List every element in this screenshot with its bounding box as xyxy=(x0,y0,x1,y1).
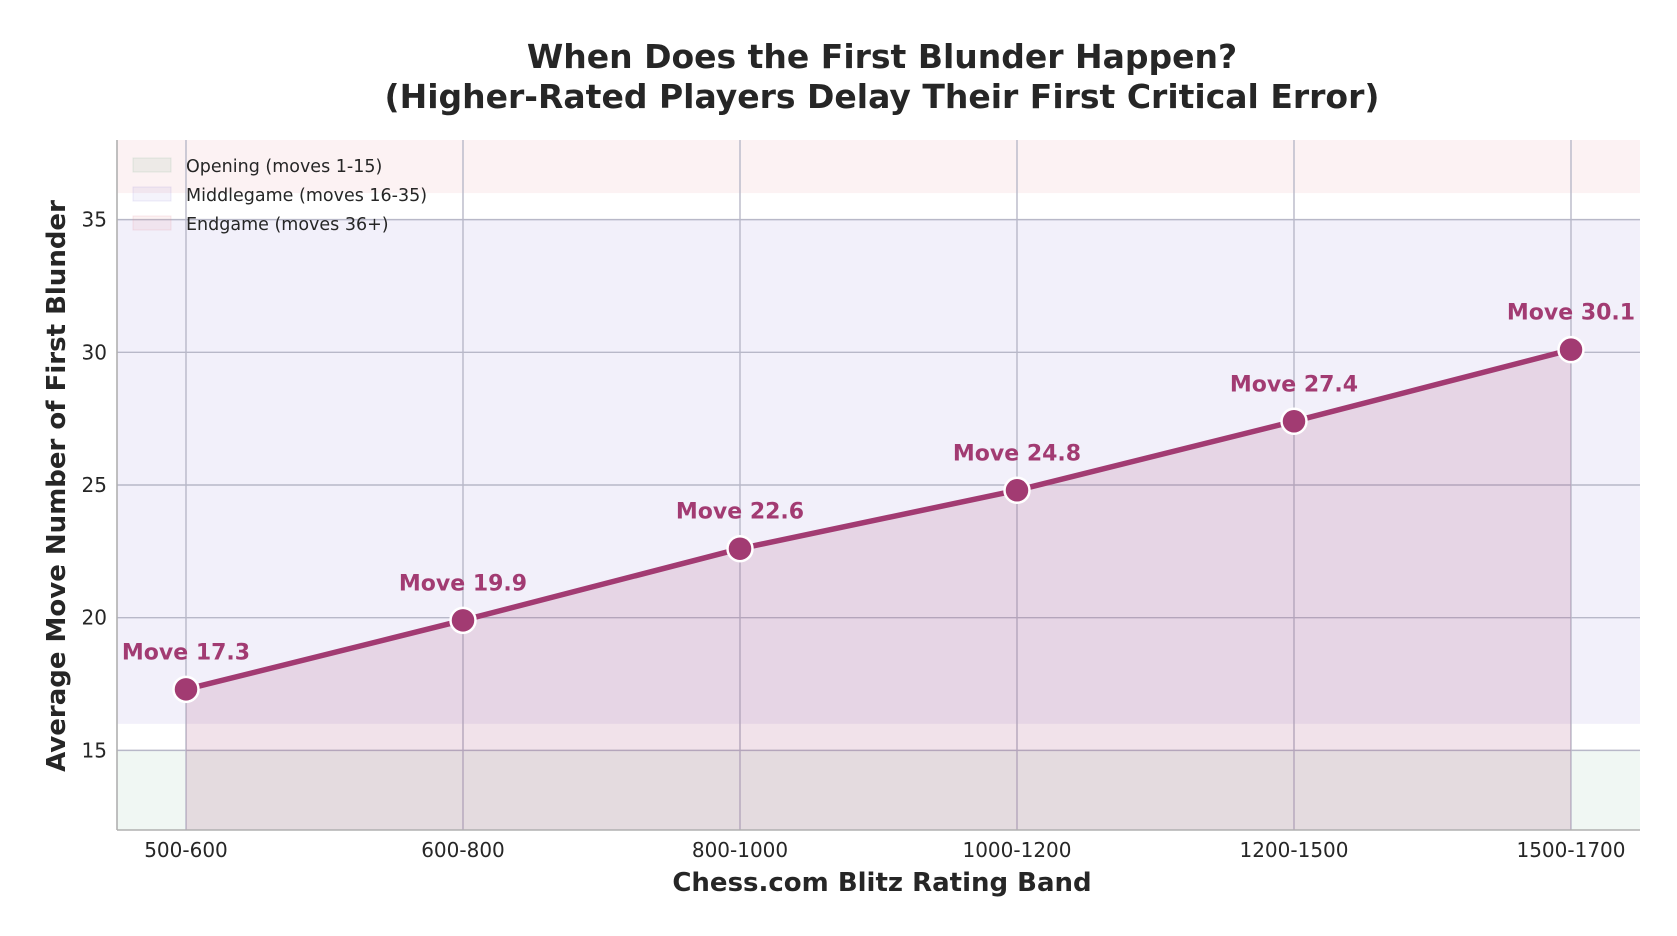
phase-band-2 xyxy=(117,219,1640,724)
phase-band-3 xyxy=(117,140,1640,194)
y-tick-label: 20 xyxy=(82,606,107,630)
data-label: Move 17.3 xyxy=(122,640,250,665)
data-label: Move 19.9 xyxy=(399,571,527,596)
y-tick-label: 35 xyxy=(82,208,107,232)
area-fill xyxy=(186,349,1571,830)
legend-label-endgame: Endgame (moves 36+) xyxy=(186,215,389,235)
axes xyxy=(116,140,1640,831)
x-tick-label: 800-1000 xyxy=(692,838,788,862)
phase-band-1 xyxy=(117,750,1640,830)
legend-label-opening: Opening (moves 1-15) xyxy=(186,157,382,177)
series-line-layer xyxy=(183,346,1574,693)
data-label: Move 22.6 xyxy=(676,500,804,525)
data-point xyxy=(449,606,477,635)
legend-swatch-middlegame xyxy=(132,186,172,202)
x-tick-label: 1200-1500 xyxy=(1239,838,1348,862)
chart-title-line-2: (Higher-Rated Players Delay Their First … xyxy=(385,77,1380,116)
x-tick-label: 500-600 xyxy=(144,838,228,862)
data-label: Move 30.1 xyxy=(1507,301,1635,326)
y-tick-label: 25 xyxy=(82,473,107,497)
data-labels: Move 17.3 Move 19.9 Move 22.6 Move 24.8 Move… xyxy=(122,301,1635,666)
data-point xyxy=(1280,407,1308,436)
legend-swatch-opening xyxy=(132,157,172,173)
data-point xyxy=(726,534,754,563)
data-points xyxy=(172,335,1585,704)
series-line xyxy=(183,346,1574,693)
area-fill-layer xyxy=(186,349,1571,830)
legend: Opening (moves 1-15) Middlegame (moves 1… xyxy=(132,157,427,235)
data-point xyxy=(1003,476,1031,505)
x-axis-label: Chess.com Blitz Rating Band xyxy=(672,868,1091,898)
x-tick-label: 1000-1200 xyxy=(962,838,1071,862)
x-tick-label: 1500-1700 xyxy=(1516,838,1625,862)
data-point xyxy=(1557,335,1585,364)
tick-labels: 15 20 25 30 35 500-600 600-800 800-1000 1000-120… xyxy=(82,208,1626,862)
phase-bands xyxy=(117,140,1640,830)
data-point xyxy=(172,675,200,704)
data-label: Move 24.8 xyxy=(953,441,1081,466)
legend-swatch-endgame xyxy=(132,215,172,231)
data-label: Move 27.4 xyxy=(1230,372,1358,397)
y-tick-label: 15 xyxy=(82,738,107,762)
legend-label-middlegame: Middlegame (moves 16-35) xyxy=(186,186,427,206)
y-axis-label: Average Move Number of First Blunder xyxy=(42,200,72,772)
y-tick-label: 30 xyxy=(82,340,107,364)
x-tick-label: 600-800 xyxy=(421,838,505,862)
chart-title-line-1: When Does the First Blunder Happen? xyxy=(527,37,1237,76)
